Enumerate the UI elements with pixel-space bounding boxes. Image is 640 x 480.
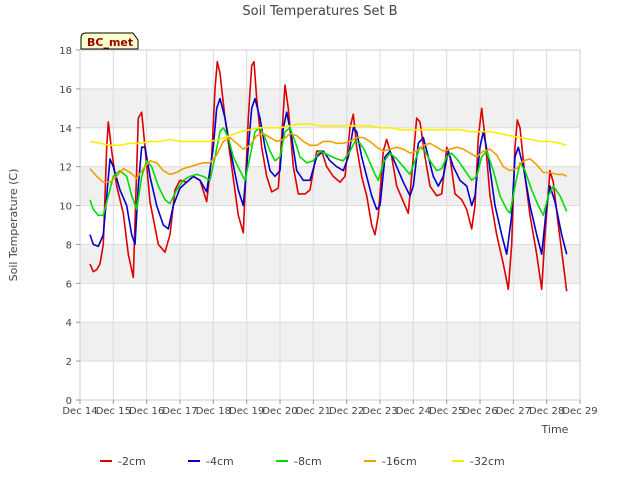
plot-frame [79,49,581,401]
y-tick-label: 4 [66,318,72,329]
legend-label: -32cm [470,455,505,468]
series-lines [89,60,568,292]
x-tick-label: Dec 22 [329,406,364,417]
plot-background-bands [80,88,580,362]
legend-label: -2cm [118,455,146,468]
station-badge-label: BC_met [87,36,133,49]
y-tick-label: 14 [59,124,72,135]
y-tick-label: 16 [59,85,72,96]
y-tick-label: 6 [66,279,72,290]
y-axis-ticks: 0 2 4 6 8 10 12 14 16 18 [59,46,80,407]
x-tick-label: Dec 25 [429,406,464,417]
x-tick-label: Dec 19 [229,406,264,417]
x-tick-label: Dec 14 [62,406,97,417]
series-line-4cmcm [89,97,568,255]
series-line-2cmcm [89,60,568,292]
y-tick-label: 2 [66,357,72,368]
x-tick-label: Dec 20 [262,406,297,417]
y-axis-label: Soil Temperature (C) [7,169,20,282]
legend-item: -8cm [276,455,322,468]
plot-band [80,322,580,362]
y-tick-label: 8 [66,240,72,251]
plot-band [80,88,580,128]
chart-title: Soil Temperatures Set B [242,4,397,19]
y-tick-label: 10 [59,202,72,213]
y-tick-label: 18 [59,46,72,57]
station-badge-box [80,32,139,50]
x-tick-label: Dec 27 [496,406,531,417]
legend-label: -16cm [382,455,417,468]
legend: -2cm -4cm -8cm -16cm -32cm [100,455,505,468]
y-tick-label: 0 [66,396,72,407]
x-tick-label: Dec 17 [162,406,197,417]
legend-item: -16cm [364,455,417,468]
x-tick-label: Dec 26 [462,406,497,417]
x-tick-label: Dec 18 [196,406,231,417]
x-tick-label: Dec 15 [96,406,131,417]
x-tick-label: Dec 21 [296,406,331,417]
x-tick-label: Dec 23 [362,406,397,417]
x-tick-label: Dec 29 [562,406,597,417]
series-line-8cmcm [89,127,568,217]
station-badge: BC_met [80,32,139,50]
x-axis-label: Time [541,423,569,436]
series-line-16cmcm [89,132,568,183]
x-tick-label: Dec 28 [529,406,564,417]
x-tick-label: Dec 24 [396,406,431,417]
legend-label: -4cm [206,455,234,468]
legend-item: -4cm [188,455,234,468]
series-line-32cmcm [89,123,567,147]
y-tick-label: 12 [59,163,72,174]
legend-item: -32cm [452,455,505,468]
legend-label: -8cm [294,455,322,468]
legend-item: -2cm [100,455,146,468]
x-tick-label: Dec 16 [129,406,164,417]
